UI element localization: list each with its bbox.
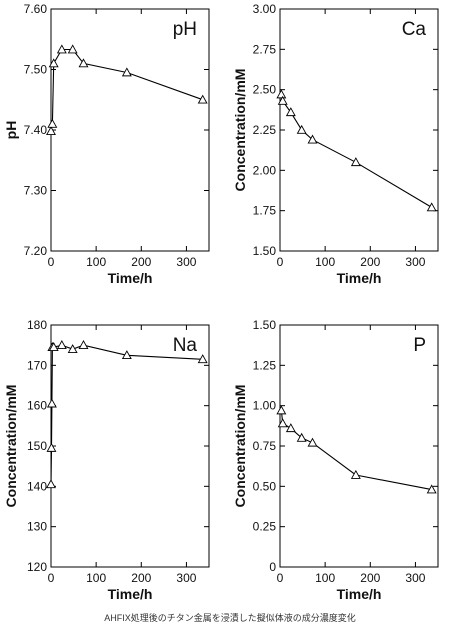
phosphorus-y-tick-label: 0 [269, 560, 276, 574]
calcium-x-tick-label: 100 [315, 255, 335, 269]
calcium-y-tick-label: 3.00 [253, 2, 277, 16]
calcium-y-tick-label: 2.50 [253, 83, 277, 97]
sodium-y-tick-label: 170 [27, 358, 47, 372]
calcium-data-point [350, 157, 361, 167]
phosphorus-data-point [296, 432, 307, 442]
ph-y-axis-label: pH [3, 121, 19, 140]
ph-panel: 7.20 7.30 7.40 7.50 7.60 0 100 200 300 Time/h pH pH [3, 2, 210, 286]
phosphorus-x-tick-label: 300 [405, 571, 425, 585]
phosphorus-data-point [285, 423, 296, 433]
calcium-data-point [276, 89, 287, 99]
calcium-data-point [296, 124, 307, 134]
phosphorus-y-tick-label: 0.75 [253, 439, 277, 453]
phosphorus-panel: 0 0.25 0.50 0.75 1.00 1.25 1.50 0 100 200 300 Time/… [232, 318, 439, 602]
sodium-y-tick-label: 120 [27, 560, 47, 574]
calcium-x-tick-label: 0 [277, 255, 284, 269]
phosphorus-data-point [350, 469, 361, 479]
ph-x-tick-label: 0 [48, 255, 55, 269]
ph-y-tick-label: 7.30 [24, 184, 48, 198]
phosphorus-data-point [426, 484, 437, 494]
phosphorus-x-tick-label: 0 [277, 571, 284, 585]
sodium-x-tick-label: 100 [86, 571, 106, 585]
sodium-data-point [78, 340, 89, 349]
calcium-panel: 1.50 1.75 2.00 2.25 2.50 2.75 3.00 0 100 200 300 Ti… [232, 2, 439, 286]
ph-data-point [67, 44, 78, 54]
ph-data-point [56, 44, 67, 54]
sodium-x-axis-label: Time/h [108, 586, 153, 602]
sodium-data-point [197, 354, 208, 364]
calcium-series-line [280, 94, 432, 208]
sodium-y-tick-label: 180 [27, 318, 47, 332]
ph-data-point [48, 58, 59, 68]
phosphorus-panel-title: P [413, 335, 426, 356]
ph-x-axis-label: Time/h [108, 270, 153, 286]
sodium-data-point [46, 442, 57, 452]
calcium-y-tick-label: 1.75 [253, 204, 277, 218]
calcium-y-axis-label: Concentration/mM [232, 69, 248, 192]
ph-x-tick-label: 300 [176, 255, 196, 269]
calcium-data-point [426, 202, 437, 212]
calcium-y-tick-label: 2.75 [253, 42, 277, 56]
ph-plot-frame [50, 8, 210, 252]
phosphorus-data-point [277, 418, 288, 428]
calcium-y-tick-label: 2.25 [253, 123, 277, 137]
phosphorus-y-tick-label: 0.25 [253, 520, 277, 534]
ph-data-point [197, 94, 208, 104]
calcium-data-point [285, 107, 296, 117]
phosphorus-x-tick-label: 100 [315, 571, 335, 585]
sodium-y-axis-label: Concentration/mM [3, 385, 19, 508]
ph-y-tick-label: 7.60 [24, 2, 48, 16]
figure-caption: AHFIX処理後のチタン金属を浸漬した擬似体液の成分濃度変化 [104, 612, 356, 623]
phosphorus-y-axis-label: Concentration/mM [232, 385, 248, 508]
sodium-x-tick-label: 200 [131, 571, 151, 585]
sodium-y-tick-label: 160 [27, 399, 47, 413]
ph-y-tick-label: 7.40 [24, 123, 48, 137]
ph-series-line [50, 48, 203, 132]
ph-panel-title: pH [173, 19, 197, 40]
sodium-plot-frame [50, 324, 210, 568]
phosphorus-x-tick-label: 200 [360, 571, 380, 585]
ph-y-tick-label: 7.20 [24, 244, 48, 258]
calcium-y-tick-label: 2.00 [253, 163, 277, 177]
sodium-data-point [46, 479, 56, 489]
sodium-data-point [56, 340, 67, 349]
sodium-data-point [48, 342, 59, 351]
sodium-series-line [50, 344, 203, 485]
calcium-x-tick-label: 300 [405, 255, 425, 269]
ph-data-point [121, 67, 132, 77]
calcium-y-tick-label: 1.50 [253, 244, 277, 258]
phosphorus-y-tick-label: 0.50 [253, 479, 277, 493]
sodium-y-tick-label: 130 [27, 520, 47, 534]
sodium-panel: 120 130 140 150 160 170 180 0 100 200 300 Time/h Con… [3, 318, 210, 602]
ph-y-tick-label: 7.50 [24, 63, 48, 77]
phosphorus-data-point [276, 405, 287, 415]
phosphorus-data-point [307, 437, 318, 447]
sodium-panel-title: Na [173, 335, 198, 356]
ph-data-point [47, 118, 58, 128]
phosphorus-x-axis-label: Time/h [337, 586, 382, 602]
ph-data-point [46, 126, 56, 136]
ph-x-tick-label: 100 [86, 255, 106, 269]
calcium-data-point [307, 134, 318, 144]
calcium-data-point [277, 95, 288, 105]
phosphorus-y-tick-label: 1.50 [253, 318, 277, 332]
calcium-panel-title: Ca [402, 19, 427, 40]
phosphorus-y-tick-label: 1.00 [253, 399, 277, 413]
ph-data-point [78, 58, 89, 68]
phosphorus-plot-frame [279, 324, 439, 568]
sodium-y-tick-label: 150 [27, 439, 47, 453]
sodium-x-tick-label: 0 [48, 571, 55, 585]
calcium-x-tick-label: 200 [360, 255, 380, 269]
phosphorus-y-tick-label: 1.25 [253, 358, 277, 372]
sodium-x-tick-label: 300 [176, 571, 196, 585]
ph-x-tick-label: 200 [131, 255, 151, 269]
calcium-x-axis-label: Time/h [337, 270, 382, 286]
sodium-data-point [46, 398, 57, 408]
sodium-data-point [67, 344, 78, 354]
sodium-data-point [121, 350, 132, 360]
sodium-y-tick-label: 140 [27, 479, 47, 493]
